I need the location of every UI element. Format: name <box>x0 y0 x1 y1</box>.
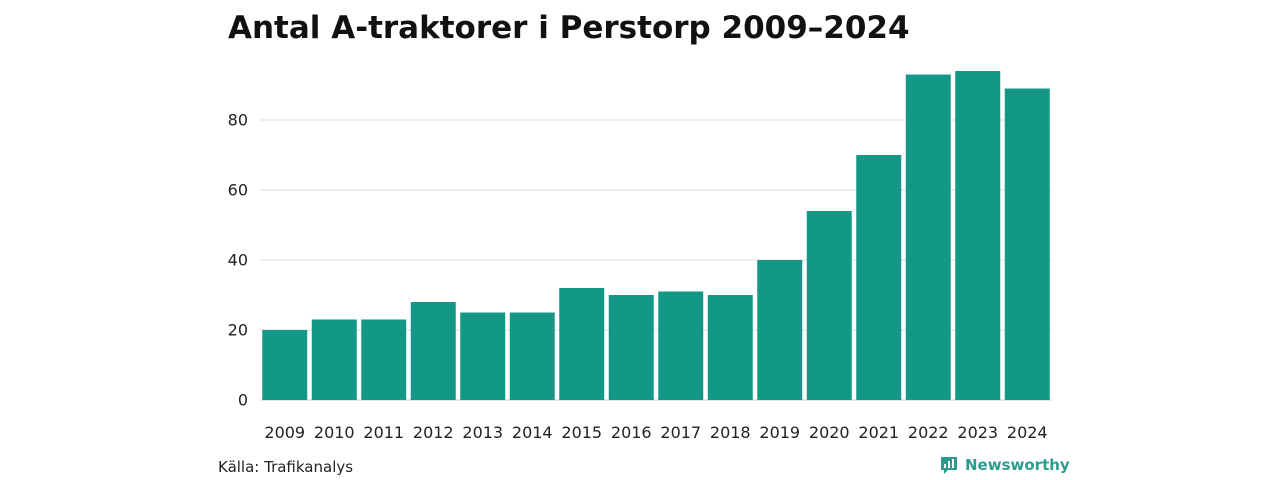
bar-2019 <box>757 260 803 400</box>
x-tick-label: 2009 <box>264 423 305 442</box>
bar-2018 <box>707 295 753 400</box>
bar-2012 <box>410 302 456 400</box>
bar-2011 <box>361 319 407 400</box>
bars <box>262 71 1050 400</box>
bar-2016 <box>608 295 654 400</box>
x-tick-label: 2019 <box>759 423 800 442</box>
y-tick-label: 40 <box>228 251 248 270</box>
bar-2023 <box>955 71 1001 400</box>
x-tick-label: 2011 <box>363 423 404 442</box>
x-tick-label: 2010 <box>314 423 355 442</box>
x-axis-ticks: 2009 2010 2011 2012 2013 2014 2015 2016 2017 2018… <box>264 423 1047 442</box>
y-tick-label: 20 <box>228 321 248 340</box>
x-tick-label: 2014 <box>512 423 553 442</box>
bar-2010 <box>311 319 357 400</box>
x-tick-label: 2022 <box>908 423 949 442</box>
y-tick-label: 80 <box>228 111 248 130</box>
x-tick-label: 2021 <box>858 423 899 442</box>
bar-2013 <box>460 312 506 400</box>
x-tick-label: 2016 <box>611 423 652 442</box>
x-tick-label: 2017 <box>660 423 701 442</box>
x-tick-label: 2018 <box>710 423 751 442</box>
bar-2024 <box>1004 88 1050 400</box>
chart-title: Antal A-traktorer i Perstorp 2009–2024 <box>228 10 910 46</box>
source-note: Källa: Trafikanalys <box>218 458 354 476</box>
x-tick-label: 2024 <box>1007 423 1048 442</box>
bar-2009 <box>262 330 308 400</box>
y-tick-label: 0 <box>238 391 248 410</box>
y-axis-ticks: 0 20 40 60 80 <box>228 111 248 410</box>
newsworthy-logo-icon <box>941 457 957 474</box>
newsworthy-brand: Newsworthy <box>939 455 1070 475</box>
brand-name: Newsworthy <box>965 456 1070 474</box>
bar-2014 <box>509 312 555 400</box>
bar-2015 <box>559 288 605 400</box>
bar-2017 <box>658 291 704 400</box>
x-tick-label: 2023 <box>957 423 998 442</box>
y-tick-label: 60 <box>228 181 248 200</box>
x-tick-label: 2015 <box>561 423 602 442</box>
bar-2022 <box>905 74 951 400</box>
x-tick-label: 2013 <box>462 423 503 442</box>
x-tick-label: 2020 <box>809 423 850 442</box>
bar-2020 <box>806 211 852 400</box>
bar-2021 <box>856 155 902 400</box>
x-tick-label: 2012 <box>413 423 454 442</box>
